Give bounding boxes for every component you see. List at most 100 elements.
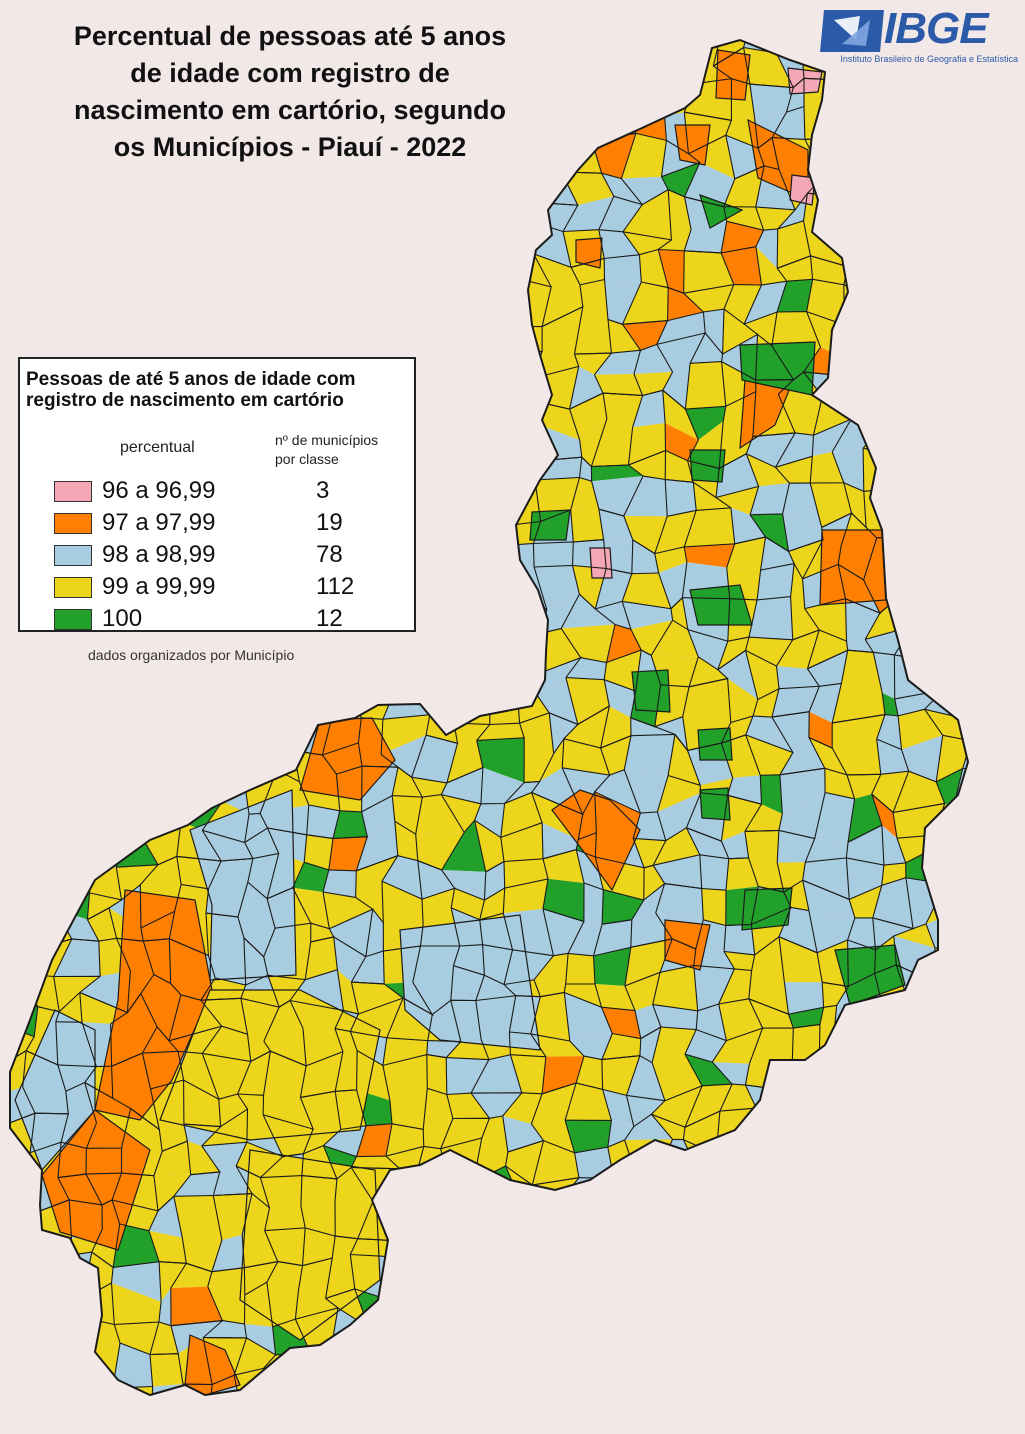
municipality [926,307,965,345]
municipality [58,771,98,809]
municipality [742,1200,796,1241]
municipality [94,1366,114,1395]
municipality [89,172,130,212]
municipality [589,547,613,579]
municipality [822,982,849,1008]
municipality [292,862,329,892]
municipality [756,1108,791,1152]
municipality [60,629,85,658]
municipality [985,999,1025,1038]
municipality [966,1368,968,1395]
municipality [782,483,822,528]
municipality [508,1313,553,1358]
municipality [10,771,35,810]
municipality [926,340,960,367]
municipality [25,1287,67,1324]
municipality [385,40,433,53]
municipality [576,849,604,890]
municipality [360,307,386,343]
municipality [927,1368,968,1395]
municipality [328,836,368,871]
legend-count: 12 [316,605,343,632]
municipality [724,951,755,971]
municipality [442,1252,491,1293]
municipality [324,681,362,719]
ibge-logo-subtitle: Instituto Brasileiro de Geografia e Esta… [840,54,1018,64]
municipality [773,1167,807,1212]
municipality [849,885,882,918]
municipality [394,821,418,861]
municipality [876,739,909,775]
municipality [658,562,687,609]
municipality [560,40,602,64]
municipality [420,546,453,573]
municipality [603,393,643,428]
municipality [441,1402,492,1434]
municipality [782,513,823,552]
municipality [510,1340,536,1386]
municipality [925,0,964,40]
municipality [934,1280,968,1328]
municipality [638,1182,653,1209]
municipality [656,312,706,345]
municipality [657,1229,700,1268]
municipality [871,794,897,839]
municipality [990,421,1025,463]
municipality [868,1085,900,1126]
municipality [961,1005,968,1040]
municipality [564,992,613,1041]
municipality [32,771,62,805]
municipality [476,737,525,783]
municipality [755,1341,775,1374]
municipality [874,123,906,154]
municipality [263,249,293,293]
municipality [458,132,480,168]
ibge-logo-name: IBGE [884,4,989,53]
municipality [50,1396,100,1434]
municipality [292,165,330,194]
municipality [809,683,842,723]
municipality [261,309,311,354]
municipality [906,0,939,40]
municipality [356,1401,389,1434]
municipality [537,1255,581,1302]
municipality [866,195,910,238]
municipality [83,709,110,750]
municipality [835,1065,883,1090]
municipality [832,362,866,403]
municipality [810,482,852,528]
municipality [658,229,692,251]
municipality [300,189,329,229]
municipality [746,432,796,468]
municipality [505,221,534,261]
municipality [741,887,793,931]
municipality [542,306,583,355]
municipality [524,737,554,783]
municipality [475,75,520,120]
municipality [306,1412,340,1434]
municipality [412,147,464,171]
municipality [712,1295,757,1322]
municipality [651,1114,685,1140]
municipality [873,652,895,699]
municipality [503,878,548,914]
municipality [718,998,763,1041]
municipality [10,1338,32,1377]
municipality [570,1376,605,1395]
municipality [537,83,564,120]
municipality [983,741,1025,785]
municipality [924,40,968,67]
municipality [886,1286,917,1330]
municipality [954,135,968,176]
municipality [212,136,244,171]
municipality [986,257,1025,294]
municipality [423,1088,453,1130]
municipality [685,1029,727,1063]
municipality [987,513,1025,539]
municipality [145,740,192,768]
municipality [954,108,968,140]
municipality [320,1373,374,1395]
municipality [631,883,665,920]
municipality [952,794,968,843]
municipality [351,0,396,32]
